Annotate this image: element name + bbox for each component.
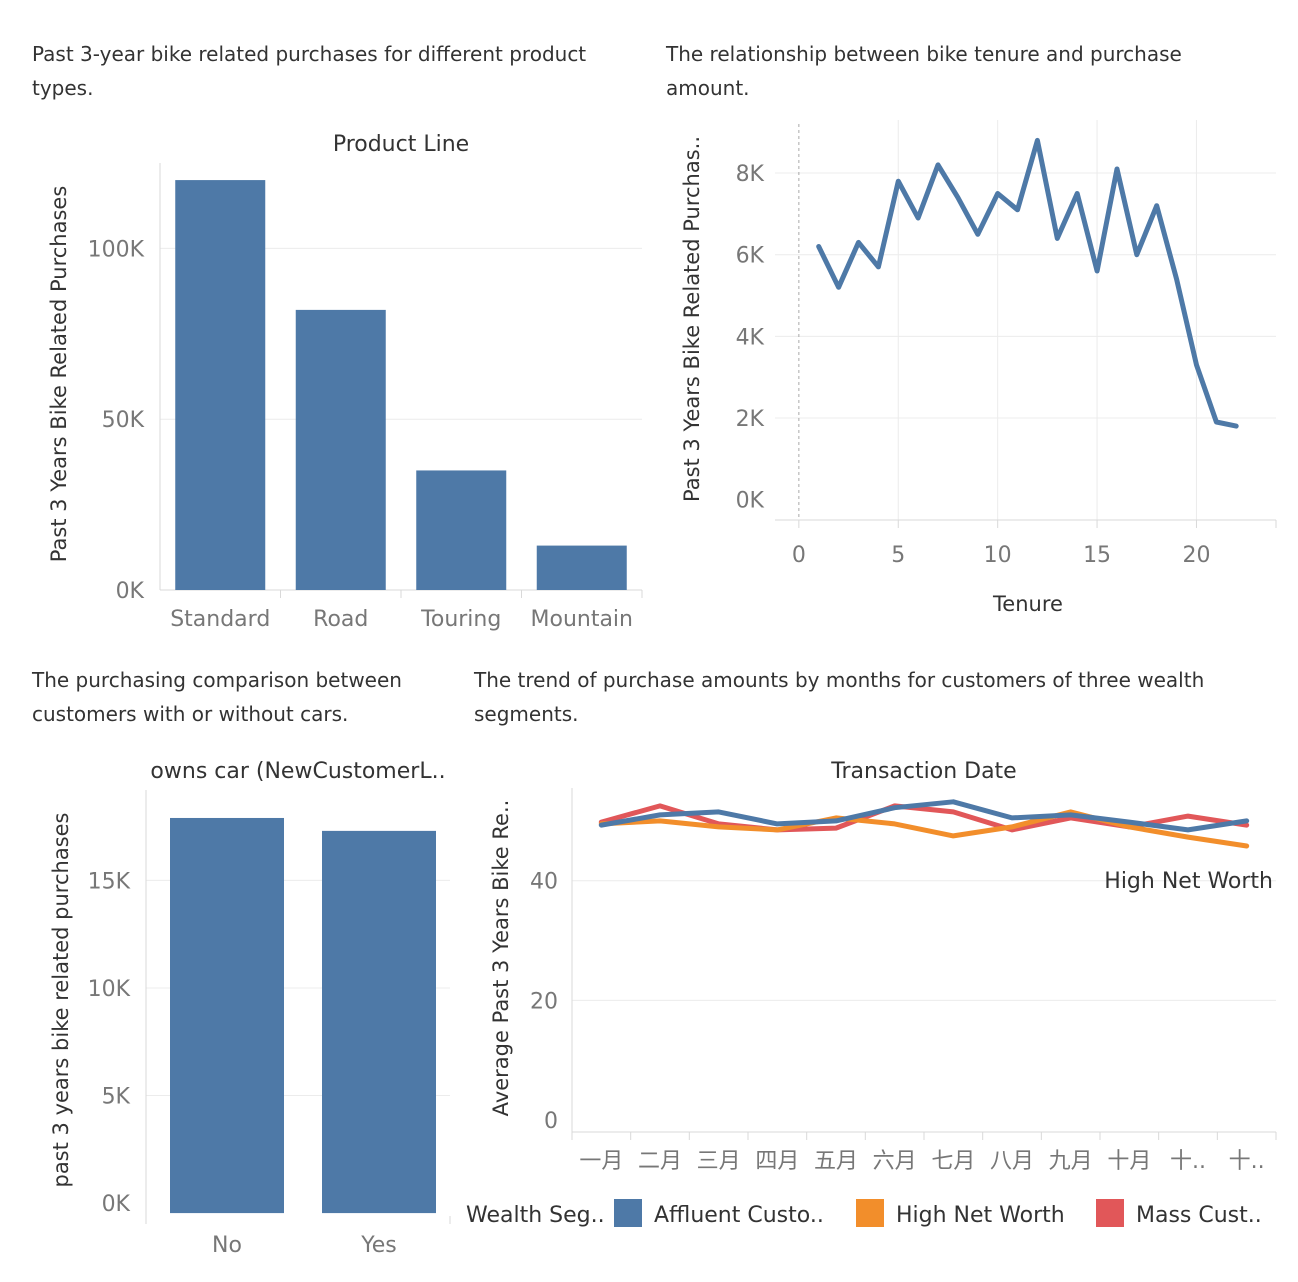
x-tick-label: Mountain bbox=[531, 607, 634, 632]
x-tick-label: 六月 bbox=[873, 1149, 917, 1174]
x-tick-label: 10 bbox=[984, 543, 1012, 568]
x-tick-label: 5 bbox=[891, 543, 905, 568]
x-tick-label: 二月 bbox=[638, 1149, 682, 1174]
x-tick-label: 一月 bbox=[579, 1149, 623, 1174]
caption-product-line: Past 3-year bike related purchases for d… bbox=[32, 42, 587, 100]
legend-swatch bbox=[614, 1199, 642, 1227]
y-tick-label: 15K bbox=[88, 869, 131, 894]
y-tick-label: 4K bbox=[736, 325, 765, 350]
series-line-1 bbox=[598, 809, 1250, 849]
y-axis-title: Past 3 Years Bike Related Purchas.. bbox=[680, 136, 704, 502]
y-tick-label: 2K bbox=[736, 407, 765, 432]
y-tick-label: 0K bbox=[102, 1192, 131, 1217]
bar-road bbox=[295, 309, 386, 590]
y-tick-label: 100K bbox=[88, 237, 145, 262]
y-tick-label: 10K bbox=[88, 977, 131, 1002]
x-tick-label: 十月 bbox=[1107, 1149, 1151, 1174]
x-tick-label: 五月 bbox=[814, 1149, 858, 1174]
bar-mountain bbox=[536, 545, 627, 590]
series-annotation: High Net Worth bbox=[1104, 869, 1273, 894]
y-tick-label: 40 bbox=[530, 870, 558, 895]
y-tick-label: 0K bbox=[736, 489, 765, 514]
legend-swatch bbox=[1096, 1199, 1124, 1227]
x-tick-label: Road bbox=[313, 607, 368, 632]
bar-standard bbox=[175, 180, 266, 590]
y-tick-label: 20 bbox=[530, 989, 558, 1014]
legend-label: Mass Cust.. bbox=[1136, 1203, 1262, 1228]
series-line-2 bbox=[598, 799, 1250, 833]
y-tick-label: 0K bbox=[116, 579, 145, 604]
y-tick-label: 5K bbox=[102, 1085, 131, 1110]
legend-title: Wealth Seg.. bbox=[466, 1203, 605, 1228]
legend-label: High Net Worth bbox=[896, 1203, 1065, 1228]
x-axis-title: Tenure bbox=[992, 592, 1063, 616]
y-axis-title: Past 3 Years Bike Related Purchases bbox=[47, 186, 71, 563]
y-tick-label: 0 bbox=[544, 1109, 558, 1134]
tenure-series-line bbox=[816, 137, 1239, 429]
x-tick-label: 20 bbox=[1182, 543, 1210, 568]
x-tick-label: Touring bbox=[420, 607, 501, 632]
bar-yes bbox=[322, 830, 436, 1214]
x-tick-label: 七月 bbox=[931, 1149, 975, 1174]
x-tick-label: No bbox=[212, 1233, 242, 1258]
x-tick-label: 八月 bbox=[990, 1149, 1034, 1174]
x-tick-label: 三月 bbox=[697, 1149, 741, 1174]
caption-tenure: The relationship between bike tenure and… bbox=[666, 42, 1182, 100]
legend-label: Affluent Custo.. bbox=[654, 1203, 824, 1228]
caption-wealth-trend: The trend of purchase amounts by months … bbox=[474, 668, 1205, 726]
bar-touring bbox=[416, 470, 507, 590]
x-tick-label: 十.. bbox=[1229, 1149, 1265, 1174]
y-axis-title: past 3 years bike related purchases bbox=[49, 812, 73, 1187]
legend-swatch bbox=[856, 1199, 884, 1227]
caption-owns-car: The purchasing comparison between custom… bbox=[32, 668, 402, 726]
x-tick-label: 0 bbox=[792, 543, 806, 568]
bar-no bbox=[170, 817, 284, 1214]
x-tick-label: 十.. bbox=[1170, 1149, 1206, 1174]
y-tick-label: 8K bbox=[736, 162, 765, 187]
x-tick-label: 九月 bbox=[1049, 1149, 1093, 1174]
x-tick-label: Standard bbox=[170, 607, 270, 632]
chart-title: owns car (NewCustomerL.. bbox=[150, 759, 445, 784]
x-tick-label: Yes bbox=[360, 1233, 397, 1258]
y-tick-label: 6K bbox=[736, 244, 765, 269]
x-tick-label: 15 bbox=[1083, 543, 1111, 568]
y-tick-label: 50K bbox=[102, 408, 145, 433]
x-tick-label: 四月 bbox=[755, 1149, 799, 1174]
chart-title: Product Line bbox=[333, 132, 469, 157]
y-axis-title: Average Past 3 Years Bike Re.. bbox=[489, 800, 513, 1117]
chart-title: Transaction Date bbox=[830, 759, 1016, 784]
